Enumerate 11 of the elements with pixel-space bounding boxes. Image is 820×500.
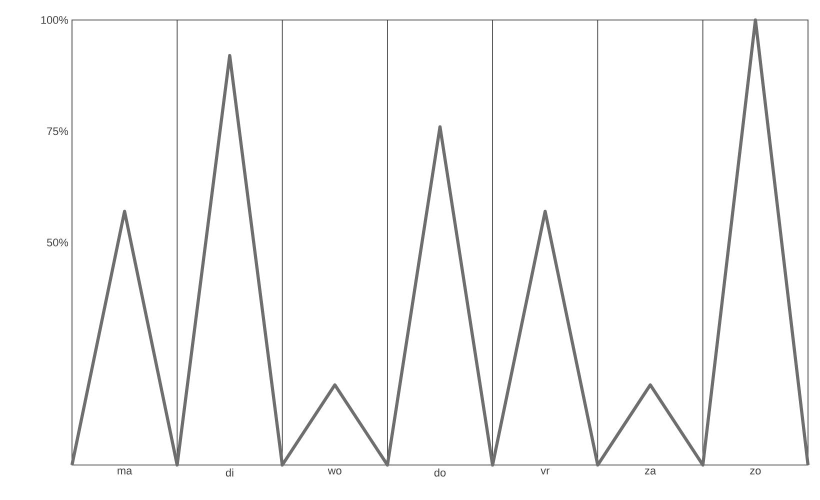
y-tick-label: 100%: [41, 16, 68, 24]
x-tick-label: ma: [118, 468, 132, 475]
x-tick-label: vr: [540, 468, 550, 474]
line-series: [70, 18, 810, 467]
x-tick-label: di: [226, 468, 234, 477]
x-tick-label: do: [434, 468, 446, 477]
x-tick-label: wo: [328, 468, 342, 475]
y-tick-label: 75%: [47, 127, 68, 136]
x-tick-label: za: [644, 468, 656, 475]
y-tick-label: 50%: [46, 238, 68, 246]
x-tick-label: zo: [750, 468, 761, 475]
